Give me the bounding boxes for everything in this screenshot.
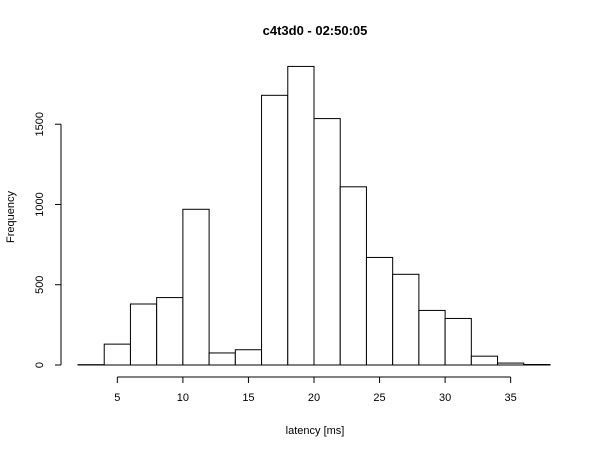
y-tick-label: 500 xyxy=(34,276,46,294)
x-tick-label: 15 xyxy=(242,392,254,404)
x-tick-label: 25 xyxy=(373,392,385,404)
histogram-bar xyxy=(471,356,497,365)
histogram-bar xyxy=(130,304,156,365)
histogram-bar xyxy=(157,298,183,365)
histogram-bar xyxy=(104,344,130,365)
histogram-bar xyxy=(183,209,209,365)
y-tick-label: 0 xyxy=(34,362,46,368)
histogram-bar xyxy=(340,187,366,365)
x-axis-label: latency [ms] xyxy=(286,425,345,437)
histogram-bar xyxy=(445,318,471,365)
bars-group xyxy=(78,66,550,365)
x-axis: 5 10 15 20 25 30 35 xyxy=(114,377,517,404)
y-tick-label: 1500 xyxy=(34,112,46,136)
histogram-bar xyxy=(288,66,314,365)
y-axis-label: Frequency xyxy=(5,191,17,243)
histogram-bar xyxy=(419,310,445,365)
histogram-bar xyxy=(235,350,261,365)
x-tick-label: 20 xyxy=(308,392,320,404)
histogram-bar xyxy=(262,95,288,365)
y-tick-label: 1000 xyxy=(34,192,46,216)
histogram-bar xyxy=(498,363,524,365)
x-tick-label: 35 xyxy=(505,392,517,404)
x-tick-label: 5 xyxy=(114,392,120,404)
histogram-bar xyxy=(209,353,235,365)
x-tick-label: 30 xyxy=(439,392,451,404)
histogram-bar xyxy=(314,119,340,365)
y-axis: 0 500 1000 1500 xyxy=(34,112,61,368)
histogram-bar xyxy=(366,257,392,365)
x-tick-label: 10 xyxy=(177,392,189,404)
histogram-bar xyxy=(393,274,419,365)
chart-title: c4t3d0 - 02:50:05 xyxy=(263,23,368,38)
